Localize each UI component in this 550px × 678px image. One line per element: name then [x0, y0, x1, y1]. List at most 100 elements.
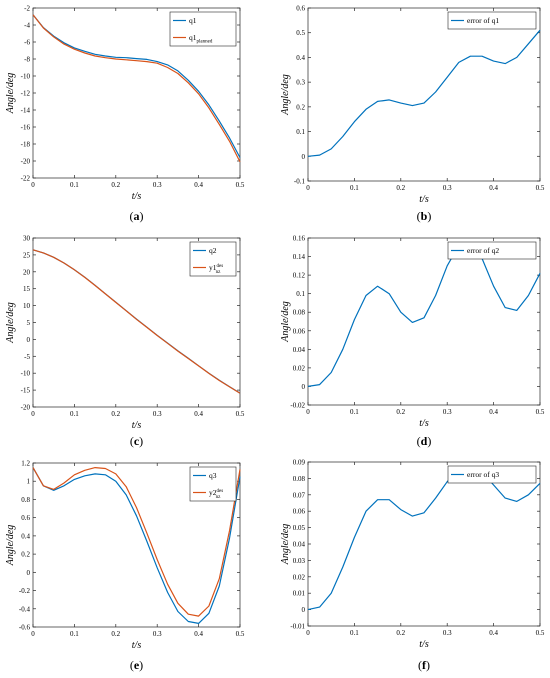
y-tick-label: -18 — [21, 141, 31, 149]
chart-e-svg: 0 0.1 0.2 0.3 0.4 0.5 -0.6 -0.4 -0.2 0 0.2 0.4 0.6 0.… — [5, 460, 245, 673]
y-tick-label: 0.3 — [296, 79, 305, 87]
legend-label: y2des nz — [209, 488, 223, 500]
x-tick-label: 0.2 — [111, 630, 120, 638]
x-tick-label: 0.4 — [489, 629, 498, 637]
legend-box — [189, 241, 237, 277]
x-tick-label: 0 — [306, 408, 310, 416]
legend-label: q2 — [209, 246, 217, 255]
x-tick-label: 0.1 — [350, 408, 359, 416]
y-tick-label: 0.04 — [293, 346, 306, 354]
series-line-1 — [32, 249, 241, 394]
x-axis-label: t/s — [132, 191, 142, 202]
x-tick-label: 0.4 — [489, 408, 498, 416]
legend-label: error of q3 — [467, 470, 499, 479]
y-tick-label: 0.1 — [296, 290, 305, 298]
x-tick-label: 0.4 — [194, 630, 203, 638]
y-tick-label: 0.2 — [21, 551, 30, 559]
y-tick-label: -0.6 — [19, 624, 31, 632]
x-tick-label: 0.3 — [443, 629, 452, 637]
y-tick-label: 0.1 — [296, 128, 305, 136]
x-tick-label: 0 — [306, 184, 310, 192]
y-tick-label: -14 — [21, 107, 31, 115]
x-tick-label: 0.3 — [153, 181, 162, 189]
y-tick-label: 10 — [23, 302, 31, 310]
series-line-0 — [307, 29, 541, 157]
legend-label: q1planned — [189, 33, 213, 45]
y-axis-label: Angle/deg — [280, 524, 291, 566]
x-axis-label: t/s — [419, 639, 429, 650]
chart-e: 0 0.1 0.2 0.3 0.4 0.5 -0.6 -0.4 -0.2 0 0.2 0.4 0.6 0.… — [0, 449, 275, 673]
x-tick-label: 0.1 — [70, 410, 79, 418]
y-tick-label: 0.05 — [293, 524, 306, 532]
y-tick-label: -16 — [21, 124, 31, 132]
plot-frame — [307, 461, 541, 627]
chart-f: 0 0.1 0.2 0.3 0.4 0.5 -0.01 0 0.01 0.02 0.03 0.04 0.… — [275, 449, 550, 673]
legend-box — [169, 11, 237, 47]
y-tick-label: 0.4 — [296, 54, 305, 62]
x-tick-label: 0.5 — [536, 408, 545, 416]
x-tick-label: 0.3 — [443, 408, 452, 416]
panel-label: (a) — [130, 209, 144, 223]
y-tick-label: -2 — [24, 5, 30, 13]
y-tick-label: -10 — [21, 370, 31, 378]
legend-box — [447, 11, 537, 30]
y-axis-label: Angle/deg — [280, 74, 291, 116]
chart-c-svg: 0 0.1 0.2 0.3 0.4 0.5 -20 -15 -10 -5 0 5 10 15 20 25 30 t… — [5, 235, 245, 449]
y-tick-label: -0.01 — [290, 623, 305, 631]
y-tick-label: 0.16 — [293, 235, 306, 243]
plot-frame — [32, 462, 241, 628]
chart-c: 0 0.1 0.2 0.3 0.4 0.5 -20 -15 -10 -5 0 5 10 15 20 25 30 t… — [0, 225, 275, 449]
y-tick-label: 0.02 — [293, 573, 306, 581]
x-tick-label: 0 — [31, 630, 35, 638]
y-tick-label: 0.07 — [293, 491, 306, 499]
legend-label: q1 — [189, 16, 197, 25]
y-tick-label: 0 — [27, 336, 31, 344]
y-tick-label: 0.2 — [296, 103, 305, 111]
x-tick-label: 0.1 — [350, 184, 359, 192]
y-axis-label: Angle/deg — [280, 301, 291, 343]
y-tick-label: 0.01 — [293, 590, 306, 598]
x-tick-label: 0.5 — [536, 184, 545, 192]
plot-frame — [307, 237, 541, 406]
y-tick-label: -20 — [21, 404, 31, 412]
x-tick-label: 0.2 — [111, 410, 120, 418]
y-tick-label: 0.4 — [21, 532, 30, 540]
y-tick-label: -0.1 — [294, 178, 306, 186]
panel-label: (b) — [417, 209, 432, 223]
y-tick-label: 0.8 — [21, 496, 30, 504]
series-line-0 — [307, 466, 541, 611]
x-axis-label: t/s — [419, 194, 429, 205]
y-tick-label: -10 — [21, 73, 31, 81]
chart-d-svg: 0 0.1 0.2 0.3 0.4 0.5-0.0200.020.040.060.080.… — [280, 235, 545, 449]
y-tick-label: 0.06 — [293, 327, 306, 335]
series-line-1 — [32, 467, 241, 617]
x-tick-label: 0 — [306, 629, 310, 637]
y-tick-label: 0.5 — [296, 29, 305, 37]
x-tick-label: 0.5 — [536, 629, 545, 637]
y-tick-label: -15 — [21, 387, 31, 395]
chart-a-svg: 0 0.1 0.2 0.3 0.4 0.5 -22 -20 -18 -16 -14 -12 -10 -8 -… — [5, 5, 245, 224]
x-tick-label: 0.2 — [111, 181, 120, 189]
y-tick-label: -5 — [24, 353, 30, 361]
x-tick-label: 0 — [31, 410, 35, 418]
y-tick-label: -0.4 — [19, 605, 31, 613]
y-tick-label: -12 — [21, 90, 31, 98]
x-tick-label: 0.4 — [489, 184, 498, 192]
legend-box — [447, 465, 537, 484]
series-line-1 — [32, 14, 241, 163]
x-tick-label: 0.4 — [194, 410, 203, 418]
x-tick-label: 0.1 — [70, 630, 79, 638]
y-tick-label: 1 — [27, 478, 31, 486]
y-tick-label: 0 — [302, 383, 306, 391]
x-tick-label: 0.3 — [153, 410, 162, 418]
y-tick-label: 30 — [23, 235, 31, 243]
y-axis-label: Angle/deg — [5, 302, 16, 344]
chart-b-svg: 0 0.1 0.2 0.3 0.4 0.5-0.100.10.20.30.40.50.6t… — [280, 5, 545, 224]
panel-label: (f) — [418, 658, 430, 672]
y-tick-label: 0.14 — [293, 253, 306, 261]
x-axis-label: t/s — [419, 418, 429, 429]
x-tick-label: 0.4 — [194, 181, 203, 189]
x-tick-label: 0.2 — [396, 629, 405, 637]
series-line-0 — [307, 242, 541, 387]
y-tick-label: 5 — [27, 319, 31, 327]
